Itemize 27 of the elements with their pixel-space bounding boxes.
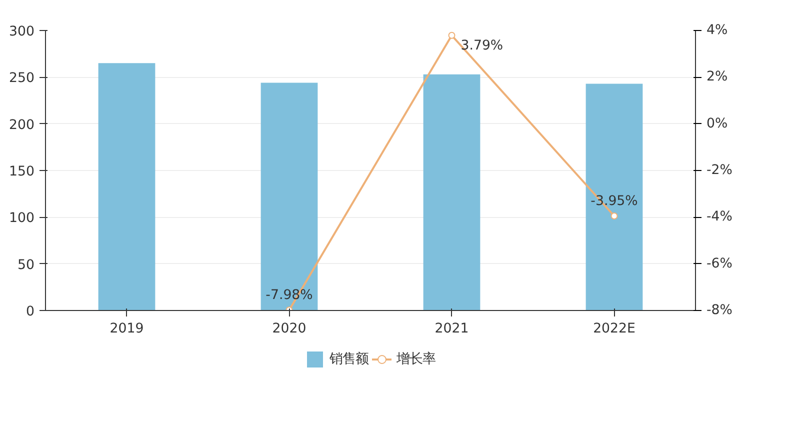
y-tick-label: 300 — [9, 24, 35, 40]
x-tick-label: 2019 — [110, 322, 144, 336]
y2-tick-label: -2% — [706, 163, 732, 178]
bar — [586, 84, 643, 310]
bar — [423, 74, 480, 310]
bar — [260, 82, 318, 310]
y-tick-label: 100 — [9, 211, 35, 226]
x-tick-label: 2020 — [272, 322, 306, 336]
y-tick-label: 250 — [9, 71, 35, 86]
y2-tick-label: 2% — [706, 70, 728, 85]
y2-tick-label: -6% — [706, 256, 732, 272]
bar — [98, 63, 156, 310]
y-tick-label: 150 — [9, 164, 35, 180]
point — [610, 212, 618, 220]
y2-tick-label: 4% — [706, 23, 728, 38]
y2-tick-label: 0% — [706, 116, 728, 132]
legend-label: 增长率 — [396, 350, 436, 368]
y-tick-label: 50 — [18, 258, 35, 273]
x-tick-label: 2022E — [593, 322, 636, 336]
y-tick-label: 0 — [26, 304, 35, 320]
y-tick-label: 200 — [9, 118, 35, 133]
y2-tick-label: -8% — [706, 303, 732, 318]
legend-label: 销售额 — [330, 350, 368, 368]
point — [448, 32, 456, 39]
y2-tick-label: -4% — [706, 210, 732, 225]
x-tick-label: 2021 — [434, 322, 469, 336]
data-label: 3.79% — [460, 38, 504, 54]
